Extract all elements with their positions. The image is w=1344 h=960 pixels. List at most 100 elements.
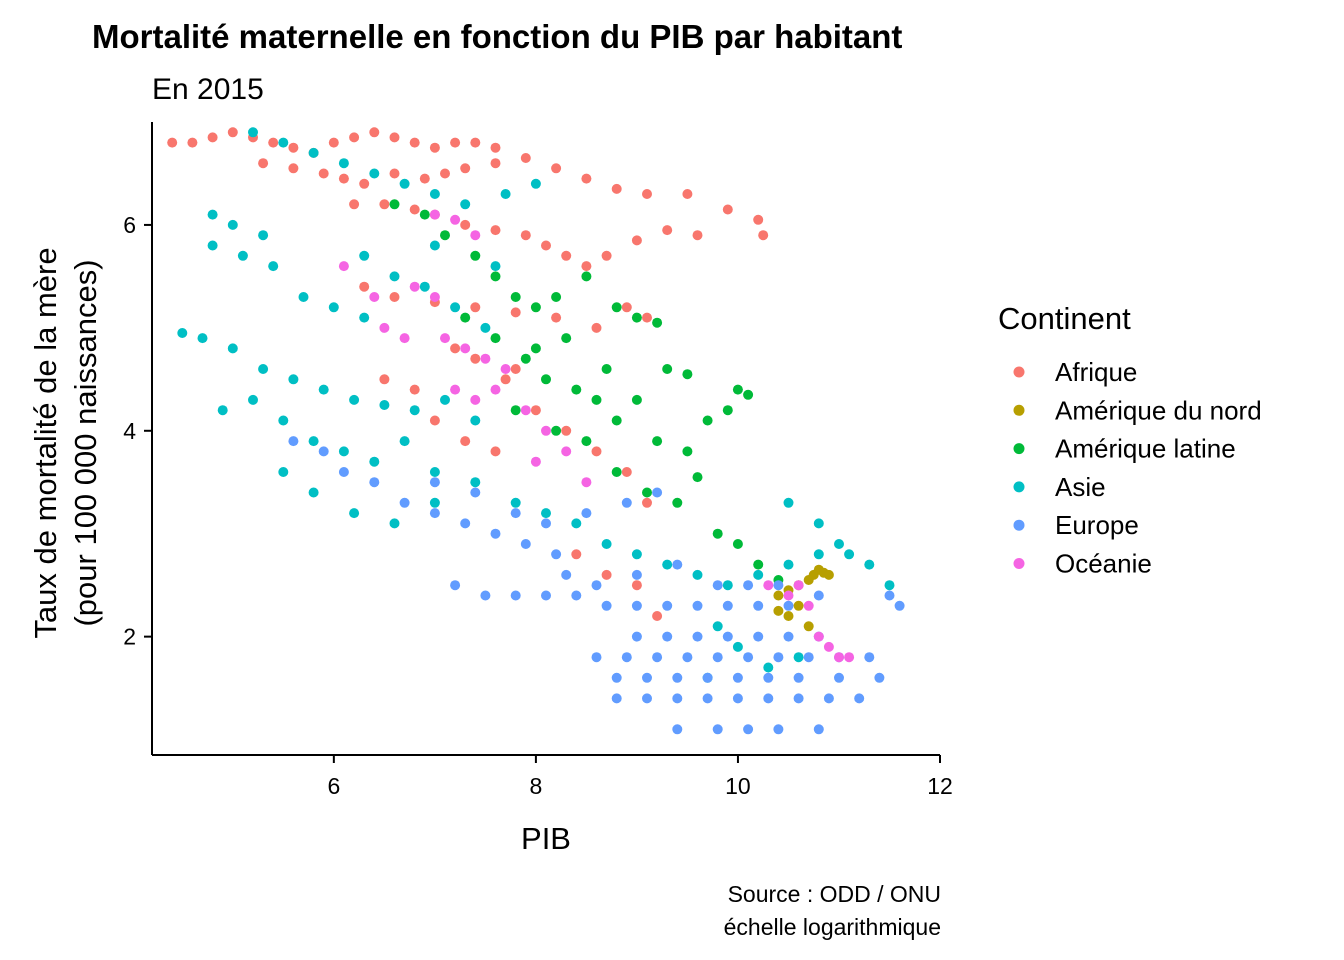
data-point <box>470 415 481 426</box>
data-point <box>308 147 319 158</box>
data-point <box>793 580 804 591</box>
data-point <box>631 235 642 246</box>
data-point <box>591 652 602 663</box>
data-point <box>642 312 652 323</box>
data-point <box>258 158 269 169</box>
data-point <box>490 261 501 272</box>
data-point <box>379 400 390 410</box>
data-point <box>652 436 663 447</box>
data-point <box>520 230 531 241</box>
data-point <box>662 631 673 642</box>
data-point <box>672 497 683 508</box>
data-point <box>844 652 855 663</box>
data-point <box>662 225 673 236</box>
data-point <box>834 539 844 549</box>
data-point <box>470 230 481 241</box>
data-point <box>571 384 582 395</box>
data-point <box>662 364 673 374</box>
series-europe <box>288 436 905 735</box>
data-point <box>258 364 269 374</box>
data-point <box>682 652 693 663</box>
data-point <box>308 436 319 447</box>
data-point <box>197 333 208 344</box>
data-point <box>177 328 188 338</box>
data-point <box>389 271 400 282</box>
data-point <box>581 261 592 272</box>
data-point <box>773 580 784 591</box>
data-point <box>813 590 824 601</box>
data-point <box>631 600 642 611</box>
data-point <box>328 302 339 313</box>
legend-entry: Amérique latine <box>1013 434 1236 464</box>
data-point <box>773 605 784 616</box>
data-point <box>480 353 491 364</box>
data-point <box>429 477 440 488</box>
x-tick-label: 6 <box>327 773 340 799</box>
data-point <box>338 261 349 272</box>
data-point <box>541 240 551 251</box>
data-point <box>369 127 380 138</box>
data-point <box>712 621 723 632</box>
data-point <box>581 508 592 519</box>
data-point <box>349 199 360 210</box>
data-point <box>328 137 339 148</box>
legend-title: Continent <box>998 301 1131 336</box>
data-point <box>561 250 572 261</box>
data-point <box>470 394 481 405</box>
data-point <box>823 569 834 580</box>
data-point <box>642 487 652 498</box>
data-point <box>500 364 511 374</box>
data-point <box>662 600 673 611</box>
data-point <box>227 343 238 354</box>
data-point <box>520 353 531 364</box>
data-point <box>631 569 642 580</box>
data-point <box>631 580 642 591</box>
data-point <box>581 271 592 282</box>
data-point <box>278 467 289 477</box>
data-point <box>854 693 865 704</box>
data-point <box>813 724 824 735</box>
data-point <box>732 693 743 704</box>
series-am-rique-latine <box>389 199 784 585</box>
data-point <box>248 127 258 138</box>
data-point <box>753 214 764 225</box>
data-point <box>732 672 743 683</box>
data-point <box>642 672 652 683</box>
data-point <box>510 364 521 374</box>
data-point <box>773 652 784 663</box>
y-axis-ticks: 2 4 6 <box>123 212 152 650</box>
data-point <box>591 580 602 591</box>
data-point <box>571 549 582 560</box>
legend-entry: Europe <box>1013 510 1139 540</box>
data-point <box>440 168 450 179</box>
data-point <box>288 163 299 174</box>
data-point <box>429 209 440 220</box>
data-point <box>652 652 663 663</box>
legend-swatch <box>1013 481 1025 493</box>
data-point <box>561 333 572 344</box>
legend-swatch <box>1013 558 1025 569</box>
data-point <box>551 549 562 560</box>
data-point <box>541 590 551 601</box>
data-point <box>682 369 693 380</box>
legend-swatch <box>1013 404 1025 416</box>
data-point <box>702 693 713 704</box>
data-point <box>712 528 723 539</box>
data-point <box>450 137 461 148</box>
data-point <box>338 446 349 457</box>
data-point <box>672 559 683 570</box>
data-point <box>611 467 622 477</box>
data-point <box>470 302 481 313</box>
data-point <box>429 415 440 426</box>
data-point <box>248 394 258 405</box>
data-point <box>419 173 430 184</box>
data-point <box>813 549 824 560</box>
data-point <box>470 250 481 261</box>
data-point <box>541 374 551 385</box>
data-point <box>793 693 804 704</box>
data-point <box>450 580 461 591</box>
data-point <box>409 137 420 148</box>
data-point <box>369 477 380 488</box>
data-point <box>652 487 663 498</box>
legend-swatch <box>1013 366 1025 378</box>
